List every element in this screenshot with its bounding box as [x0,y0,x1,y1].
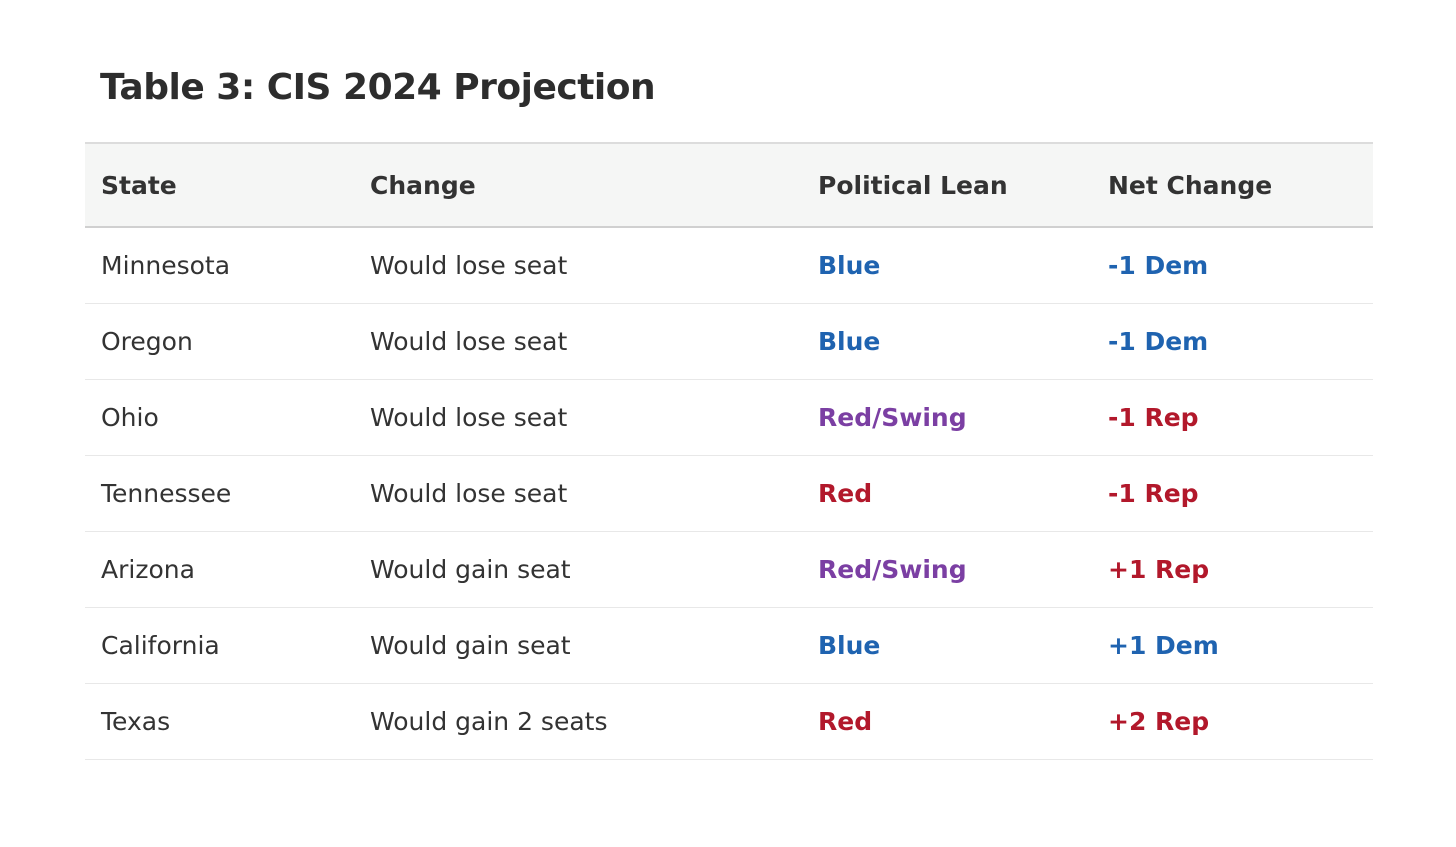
column-header-political-lean: Political Lean [818,170,1008,200]
net-change-cell: -1 Dem [1108,326,1209,356]
change-cell: Would gain 2 seats [370,706,608,736]
projection-table: State Change Political Lean Net Change M… [85,142,1373,760]
net-change-cell: -1 Dem [1108,250,1209,280]
net-change-cell: +1 Dem [1108,630,1219,660]
political-lean-cell: Blue [818,250,881,280]
state-cell: Ohio [101,402,159,432]
state-cell: California [101,630,220,660]
state-cell: Arizona [101,554,195,584]
change-cell: Would lose seat [370,402,568,432]
table-row: Arizona Would gain seat Red/Swing +1 Rep [85,531,1373,608]
net-change-cell: +1 Rep [1108,554,1210,584]
table-row: California Would gain seat Blue +1 Dem [85,607,1373,684]
table-header: State Change Political Lean Net Change [85,143,1373,228]
state-cell: Minnesota [101,250,231,280]
page-title: Table 3: CIS 2024 Projection [100,67,656,108]
table-row: Minnesota Would lose seat Blue -1 Dem [85,227,1373,304]
political-lean-cell: Blue [818,326,881,356]
net-change-cell: +2 Rep [1108,706,1210,736]
table-body: Minnesota Would lose seat Blue -1 Dem Or… [85,227,1373,760]
state-cell: Tennessee [101,478,232,508]
state-cell: Oregon [101,326,193,356]
column-header-state: State [101,170,177,200]
state-cell: Texas [101,706,171,736]
political-lean-cell: Blue [818,630,881,660]
net-change-cell: -1 Rep [1108,478,1199,508]
change-cell: Would lose seat [370,326,568,356]
table-row: Ohio Would lose seat Red/Swing -1 Rep [85,379,1373,456]
political-lean-cell: Red/Swing [818,554,967,584]
change-cell: Would lose seat [370,250,568,280]
change-cell: Would lose seat [370,478,568,508]
change-cell: Would gain seat [370,554,571,584]
table-row: Texas Would gain 2 seats Red +2 Rep [85,683,1373,760]
political-lean-cell: Red/Swing [818,402,967,432]
political-lean-cell: Red [818,706,873,736]
change-cell: Would gain seat [370,630,571,660]
column-header-change: Change [370,170,476,200]
political-lean-cell: Red [818,478,873,508]
net-change-cell: -1 Rep [1108,402,1199,432]
column-header-net-change: Net Change [1108,170,1273,200]
table-row: Tennessee Would lose seat Red -1 Rep [85,455,1373,532]
table-row: Oregon Would lose seat Blue -1 Dem [85,303,1373,380]
header-row: State Change Political Lean Net Change [85,143,1373,228]
